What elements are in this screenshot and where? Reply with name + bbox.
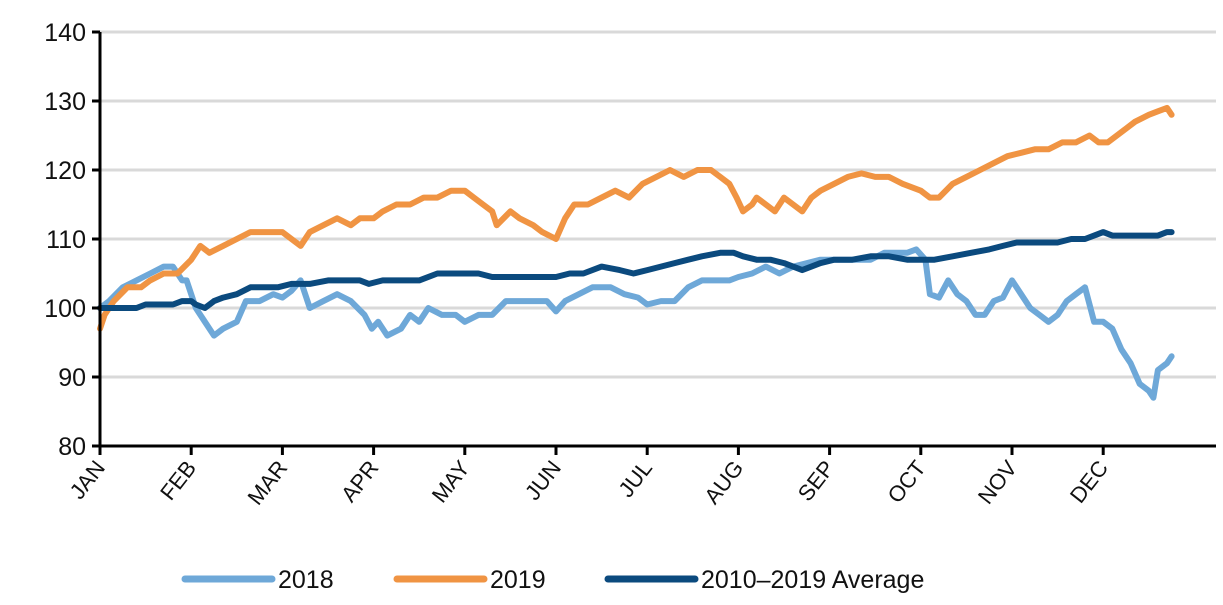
- legend-label: 2018: [278, 566, 334, 594]
- y-tick-label: 130: [44, 88, 86, 116]
- legend-label: 2010–2019 Average: [701, 566, 924, 594]
- series-lines: [97, 104, 1175, 401]
- y-tick-label: 100: [44, 295, 86, 323]
- gridlines: [100, 30, 1216, 379]
- x-tick-label: SEP: [793, 456, 840, 506]
- y-tick-label: 120: [44, 157, 86, 185]
- x-tick-label: AUG: [699, 456, 748, 509]
- series-line-2018: [97, 246, 1175, 401]
- y-tick-label: 90: [58, 364, 86, 392]
- x-tick-label: MAY: [427, 455, 475, 507]
- x-tick-label: JAN: [65, 456, 110, 504]
- x-tick-label: JUN: [520, 456, 566, 505]
- series-line-average: [97, 229, 1175, 311]
- y-tick-label: 80: [58, 433, 86, 461]
- x-ticks: JAN FEB MAR APR MAY JUN JUL AUG SEP OCT NOV DEC: [65, 446, 1113, 510]
- x-tick-label: MAR: [243, 456, 293, 510]
- y-tick-label: 110: [46, 226, 86, 254]
- y-ticks: 80 90 100 110 120 130 140: [44, 19, 100, 461]
- x-tick-label: APR: [336, 456, 384, 507]
- x-tick-label: FEB: [155, 456, 201, 505]
- y-tick-label: 140: [44, 19, 86, 47]
- x-tick-label: OCT: [882, 456, 930, 508]
- legend-label: 2019: [490, 566, 546, 594]
- x-tick-label: DEC: [1065, 456, 1113, 508]
- legend: 2018 2019 2010–2019 Average: [181, 566, 924, 594]
- x-tick-label: JUL: [613, 456, 657, 502]
- series-line-2019: [97, 104, 1175, 332]
- x-tick-label: NOV: [973, 455, 1022, 508]
